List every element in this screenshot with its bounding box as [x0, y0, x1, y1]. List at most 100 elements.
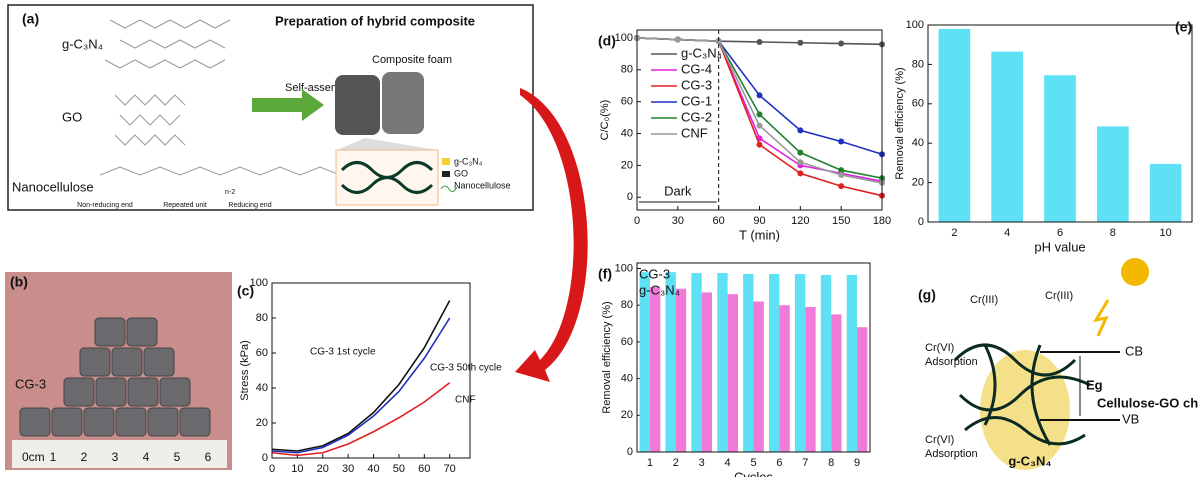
x-tick-label: 150 — [832, 215, 850, 227]
repeat: n-2 — [225, 189, 235, 196]
marker — [797, 127, 803, 133]
y-tick-label: 60 — [256, 347, 268, 359]
ruler-label: 1 — [50, 450, 57, 464]
x-tick-label: 1 — [647, 457, 653, 469]
sun — [1121, 258, 1149, 286]
legend-entry: CG-4 — [681, 61, 712, 76]
light — [1096, 300, 1108, 336]
marker — [797, 40, 803, 46]
species: Cr(III) — [1045, 290, 1073, 302]
series-line — [637, 38, 882, 183]
chain-label: Cellulose-GO chain — [1097, 395, 1198, 410]
panel-label: (e) — [1175, 19, 1192, 35]
y-tick-label: 60 — [621, 96, 633, 108]
marker — [838, 172, 844, 178]
marker — [838, 183, 844, 189]
y-tick-label: 40 — [621, 373, 633, 385]
x-tick-label: 90 — [753, 215, 765, 227]
legend-entry: CG-1 — [681, 93, 712, 108]
bar — [754, 302, 764, 452]
x-tick-label: 60 — [418, 463, 430, 475]
legend-entry: CG-3 — [639, 266, 670, 281]
ruler-label: 2 — [81, 450, 88, 464]
legend-entry: GO — [454, 168, 468, 178]
species: Cr(III) — [970, 294, 998, 306]
x-tick-label: 8 — [828, 457, 834, 469]
bar — [821, 275, 831, 452]
x-tick-label: 70 — [444, 463, 456, 475]
bar — [991, 52, 1023, 222]
y-tick-label: 60 — [912, 98, 924, 110]
y-tick-label: 80 — [621, 299, 633, 311]
bar — [805, 307, 815, 452]
x-axis-label: T (min) — [739, 227, 780, 242]
x-tick-label: 8 — [1110, 227, 1116, 239]
legend-entry: Nanocellulose — [454, 180, 511, 190]
bar — [1150, 164, 1182, 222]
bar — [779, 305, 789, 452]
marker — [838, 139, 844, 145]
bar — [769, 274, 779, 452]
band-label: CB — [1125, 343, 1143, 358]
legend-entry: CG-2 — [681, 109, 712, 124]
x-tick-label: 10 — [291, 463, 303, 475]
x-tick-label: 2 — [951, 227, 957, 239]
product: Composite foam — [372, 54, 452, 66]
legend-entry: CNF — [681, 125, 708, 140]
x-tick-label: 10 — [1159, 227, 1171, 239]
bar — [691, 273, 701, 452]
foam — [335, 75, 380, 135]
x-tick-label: 3 — [699, 457, 705, 469]
chain-part: Non-reducing end — [77, 202, 133, 209]
marker — [797, 159, 803, 165]
x-tick-label: 4 — [1004, 227, 1010, 239]
y-tick-label: 100 — [615, 262, 633, 274]
species: Cr(VI) — [925, 342, 954, 354]
foam — [382, 72, 424, 134]
panel-title: Preparation of hybrid composite — [275, 13, 475, 28]
annotation: Dark — [664, 183, 692, 198]
y-tick-label: 20 — [621, 409, 633, 421]
legend-swatch — [442, 158, 450, 165]
x-axis-label: pH value — [1034, 239, 1085, 254]
catalyst: g-C₃N₄ — [1008, 453, 1051, 468]
x-tick-label: 6 — [1057, 227, 1063, 239]
series-line — [272, 318, 450, 453]
species: Adsorption — [925, 448, 978, 460]
x-tick-label: 2 — [673, 457, 679, 469]
bar — [831, 314, 841, 452]
bar — [857, 327, 867, 452]
x-tick-label: 5 — [750, 457, 756, 469]
curve-label: CG-3 1st cycle — [310, 347, 376, 358]
bar — [650, 287, 660, 452]
component: GO — [62, 109, 82, 124]
bar — [743, 274, 753, 452]
legend-entry: g-C₃N₄ — [454, 156, 483, 166]
y-axis-label: C/C₀(%) — [599, 100, 611, 141]
y-tick-label: 100 — [615, 32, 633, 44]
curve-label: CNF — [455, 395, 476, 406]
x-tick-label: 7 — [802, 457, 808, 469]
x-tick-label: 30 — [342, 463, 354, 475]
y-tick-label: 0 — [262, 452, 268, 464]
y-tick-label: 100 — [906, 19, 924, 31]
marker — [838, 41, 844, 47]
y-tick-label: 40 — [621, 127, 633, 139]
component: Nanocellulose — [12, 179, 94, 194]
x-tick-label: 0 — [634, 215, 640, 227]
x-axis-label: Cycles — [734, 469, 774, 477]
y-tick-label: 0 — [627, 191, 633, 203]
y-axis-label: Removal efficiency (%) — [894, 67, 906, 179]
bar — [676, 289, 686, 452]
y-tick-label: 100 — [250, 277, 268, 289]
legend-entry: g-C₃N₄ — [639, 282, 680, 297]
component: g-C₃N₄ — [62, 36, 103, 51]
marker — [757, 39, 763, 45]
y-tick-label: 40 — [256, 382, 268, 394]
marker — [797, 150, 803, 156]
x-tick-label: 20 — [317, 463, 329, 475]
panel-label: (a) — [22, 11, 39, 27]
bar — [847, 275, 857, 452]
marker — [757, 142, 763, 148]
x-tick-label: 30 — [672, 215, 684, 227]
